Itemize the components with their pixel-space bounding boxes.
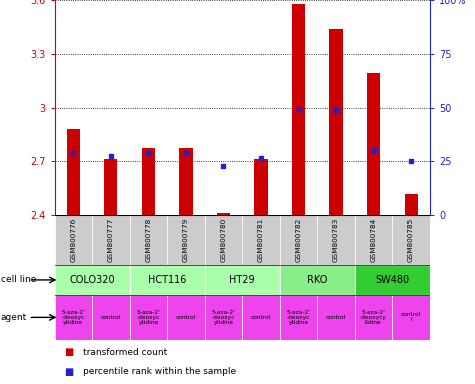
Text: cell line: cell line [1,275,36,285]
Bar [330,29,342,215]
Text: HT29: HT29 [229,275,255,285]
Bar [242,295,280,340]
Bar [255,159,267,215]
Bar [205,265,280,295]
Bar [355,215,392,265]
Bar [355,295,392,340]
Text: GSM800777: GSM800777 [108,218,114,262]
Text: GSM800781: GSM800781 [258,218,264,262]
Text: GSM800779: GSM800779 [183,218,189,262]
Bar [405,194,418,215]
Text: 5-aza-2'
-deoxyc
ytidine: 5-aza-2' -deoxyc ytidine [136,310,161,325]
Text: percentile rank within the sample: percentile rank within the sample [83,367,236,376]
Text: 5-aza-2'
-deoxyc
ytidine: 5-aza-2' -deoxyc ytidine [211,310,236,325]
Text: 5-aza-2'
-deoxyc
ytidine: 5-aza-2' -deoxyc ytidine [61,310,86,325]
Bar [130,215,167,265]
Text: GSM800782: GSM800782 [295,218,302,262]
Text: transformed count: transformed count [83,348,167,357]
Text: COLO320: COLO320 [69,275,115,285]
Text: 5-aza-2'
-deoxyc
ytidine: 5-aza-2' -deoxyc ytidine [286,310,311,325]
Text: GSM800776: GSM800776 [70,218,76,262]
Bar [317,215,355,265]
Text: RKO: RKO [307,275,327,285]
Bar [55,295,92,340]
Text: GSM800778: GSM800778 [145,218,152,262]
Bar [367,73,380,215]
Bar [280,265,355,295]
Bar [55,215,92,265]
Bar [205,215,242,265]
Bar [392,295,430,340]
Bar [180,148,192,215]
Bar [392,215,430,265]
Bar [167,215,205,265]
Text: GSM800784: GSM800784 [370,218,377,262]
Text: GSM800780: GSM800780 [220,218,227,262]
Text: control: control [251,315,271,320]
Bar [292,5,305,215]
Bar [55,265,130,295]
Bar [142,148,155,215]
Bar [280,295,317,340]
Bar [355,265,430,295]
Text: ■: ■ [64,367,73,377]
Bar [92,295,130,340]
Bar [104,159,117,215]
Text: agent: agent [1,313,27,322]
Text: 5-aza-2'
-deoxycy
tidine: 5-aza-2' -deoxycy tidine [360,310,387,325]
Text: control: control [101,315,121,320]
Bar [242,215,280,265]
Text: GSM800783: GSM800783 [333,218,339,262]
Bar [67,129,80,215]
Bar [217,213,230,215]
Bar [280,215,317,265]
Text: GSM800785: GSM800785 [408,218,414,262]
Bar [92,215,130,265]
Text: HCT116: HCT116 [148,275,186,285]
Text: control
l: control l [401,312,421,323]
Text: SW480: SW480 [375,275,409,285]
Text: ■: ■ [64,347,73,357]
Bar [167,295,205,340]
Bar [130,295,167,340]
Text: control: control [326,315,346,320]
Text: control: control [176,315,196,320]
Bar [130,265,205,295]
Bar [317,295,355,340]
Bar [205,295,242,340]
